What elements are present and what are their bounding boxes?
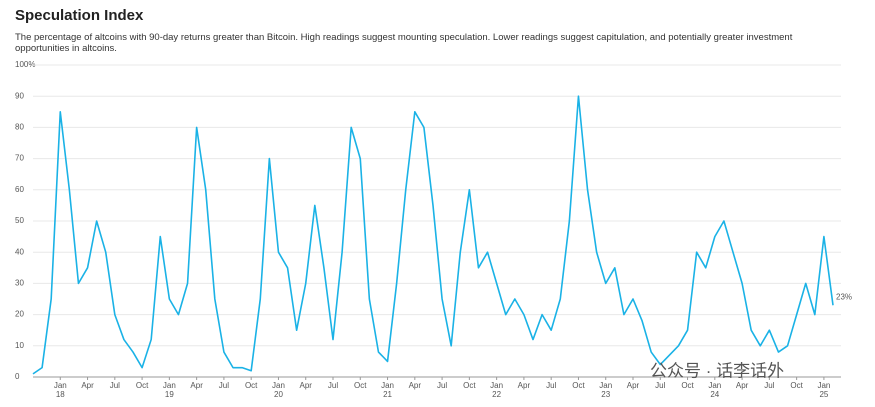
x-tick-year: 23 <box>601 390 610 399</box>
x-tick-label: Apr <box>190 381 203 390</box>
y-tick-label: 90 <box>15 91 24 100</box>
chart-title: Speculation Index <box>15 7 144 24</box>
x-tick-label: Jan <box>490 381 503 390</box>
x-tick-label: Oct <box>681 381 694 390</box>
x-tick-label: Jan <box>54 381 67 390</box>
x-tick-label: Jan <box>163 381 176 390</box>
x-tick-label: Oct <box>463 381 476 390</box>
x-tick-label: Jul <box>328 381 338 390</box>
x-tick-label: Jul <box>437 381 447 390</box>
x-tick-label: Oct <box>790 381 803 390</box>
x-tick-year: 21 <box>383 390 392 399</box>
x-tick-year: 19 <box>165 390 174 399</box>
y-tick-label: 20 <box>15 310 24 319</box>
x-tick-label: Apr <box>627 381 640 390</box>
x-tick-label: Oct <box>136 381 149 390</box>
x-tick-label: Jul <box>546 381 556 390</box>
x-tick-year: 24 <box>710 390 719 399</box>
x-tick-label: Jan <box>381 381 394 390</box>
y-tick-label: 40 <box>15 247 24 256</box>
chart-subtitle: The percentage of altcoins with 90-day r… <box>15 32 793 54</box>
x-tick-label: Apr <box>409 381 422 390</box>
x-tick-label: Jan <box>817 381 830 390</box>
end-label: 23% <box>836 292 852 301</box>
x-tick-label: Oct <box>354 381 367 390</box>
x-tick-year: 25 <box>819 390 828 399</box>
y-tick-label: 60 <box>15 185 24 194</box>
x-tick-label: Jul <box>764 381 774 390</box>
x-tick-label: Jan <box>272 381 285 390</box>
y-tick-label: 70 <box>15 154 24 163</box>
x-tick-year: 20 <box>274 390 283 399</box>
watermark: 公众号 · 话李话外 <box>650 361 784 380</box>
x-tick-label: Jul <box>110 381 120 390</box>
x-tick-label: Oct <box>245 381 258 390</box>
x-tick-label: Apr <box>518 381 531 390</box>
x-tick-year: 18 <box>56 390 65 399</box>
x-tick-label: Jul <box>219 381 229 390</box>
x-tick-label: Jul <box>655 381 665 390</box>
x-tick-label: Apr <box>736 381 749 390</box>
x-tick-label: Oct <box>572 381 585 390</box>
y-tick-label: 100% <box>15 60 35 69</box>
y-tick-label: 50 <box>15 216 24 225</box>
x-tick-label: Apr <box>81 381 94 390</box>
x-tick-label: Jan <box>708 381 721 390</box>
y-tick-label: 80 <box>15 123 24 132</box>
line <box>32 95 834 375</box>
y-tick-label: 0 <box>15 372 20 381</box>
x-tick-year: 22 <box>492 390 501 399</box>
y-tick-label: 10 <box>15 341 24 350</box>
x-tick-label: Apr <box>300 381 313 390</box>
x-tick-label: Jan <box>599 381 612 390</box>
y-tick-label: 30 <box>15 279 24 288</box>
